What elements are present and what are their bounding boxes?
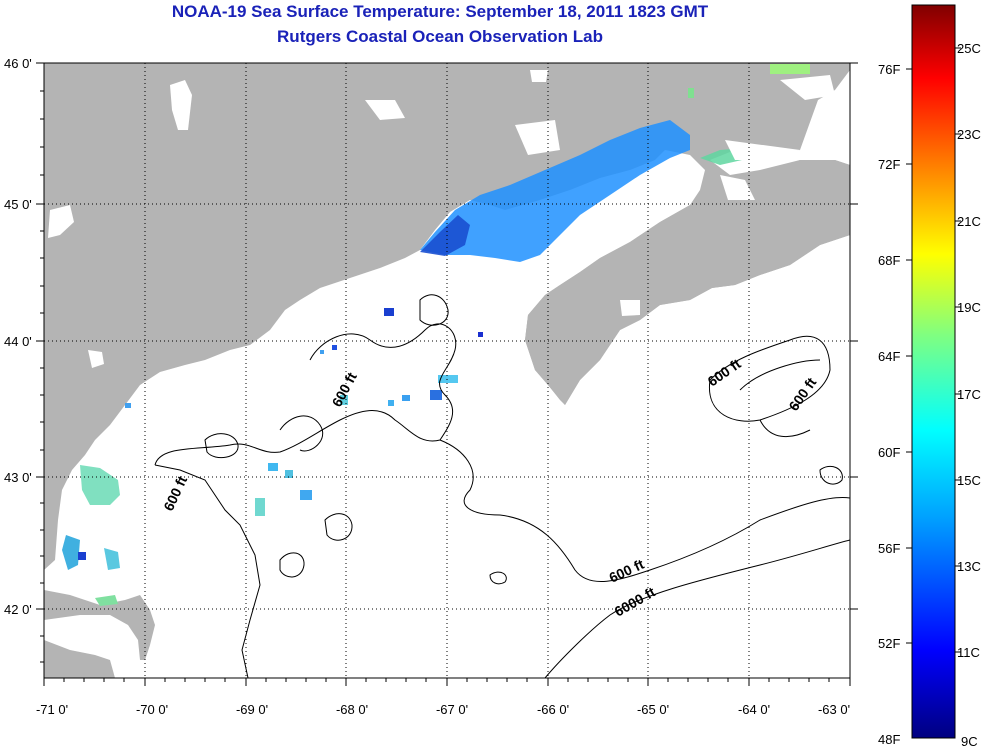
colorbar-c-label: 21C — [957, 214, 981, 229]
bathymetry-contours — [154, 294, 850, 678]
lat-tick-label: 45 0' — [4, 197, 32, 212]
lon-tick-label: -64 0' — [738, 702, 770, 717]
colorbar-f-label: 56F — [878, 541, 900, 556]
colorbar-f-label: 76F — [878, 62, 900, 77]
colorbar: 76F 72F 68F 64F 60F 56F 52F 48F 25C 23C … — [878, 4, 981, 749]
map-canvas — [44, 63, 850, 678]
colorbar-gradient — [911, 4, 956, 739]
map-subtitle: Rutgers Coastal Ocean Observation Lab — [277, 27, 603, 46]
lon-tick-label: -66 0' — [537, 702, 569, 717]
lon-tick-label: -69 0' — [236, 702, 268, 717]
lakes — [48, 70, 835, 368]
colorbar-c-label: 25C — [957, 41, 981, 56]
land-cape-cod — [44, 590, 155, 660]
lat-tick-label: 43 0' — [4, 470, 32, 485]
lon-tick-label: -67 0' — [436, 702, 468, 717]
map-title: NOAA-19 Sea Surface Temperature: Septemb… — [171, 2, 709, 21]
lat-tick-label: 44 0' — [4, 334, 32, 349]
land-new-england — [44, 63, 850, 570]
lat-tick-label: 46 0' — [4, 56, 32, 71]
colorbar-c-label: 17C — [957, 387, 981, 402]
colorbar-f-label: 52F — [878, 636, 900, 651]
colorbar-f-label: 64F — [878, 349, 900, 364]
lon-tick-label: -63 0' — [818, 702, 850, 717]
colorbar-c-label: 23C — [957, 127, 981, 142]
colorbar-f-label: 68F — [878, 253, 900, 268]
lon-tick-label: -70 0' — [136, 702, 168, 717]
lat-axis: 46 0' 45 0' 44 0' 43 0' 42 0' — [4, 56, 858, 663]
lon-tick-label: -65 0' — [637, 702, 669, 717]
lon-tick-label: -71 0' — [36, 702, 68, 717]
colorbar-f-label: 48F — [878, 732, 900, 747]
colorbar-c-label: 13C — [957, 559, 981, 574]
graticule — [44, 63, 850, 678]
land-nova-scotia — [525, 160, 850, 405]
colorbar-c-label: 19C — [957, 300, 981, 315]
colorbar-c-label: 11C — [957, 645, 980, 660]
sst-bay-of-fundy-cold — [420, 215, 470, 256]
lat-tick-label: 42 0' — [4, 602, 32, 617]
land-south — [44, 640, 115, 678]
colorbar-f-label: 60F — [878, 445, 900, 460]
colorbar-c-label: 9C — [961, 734, 978, 749]
sst-pixels — [62, 64, 810, 606]
colorbar-f-label: 72F — [878, 157, 900, 172]
lon-tick-label: -68 0' — [336, 702, 368, 717]
lon-axis: -71 0' -70 0' -69 0' -68 0' -67 0' -66 0… — [36, 678, 851, 717]
colorbar-c-label: 15C — [957, 473, 981, 488]
sst-bay-of-fundy — [420, 120, 690, 262]
